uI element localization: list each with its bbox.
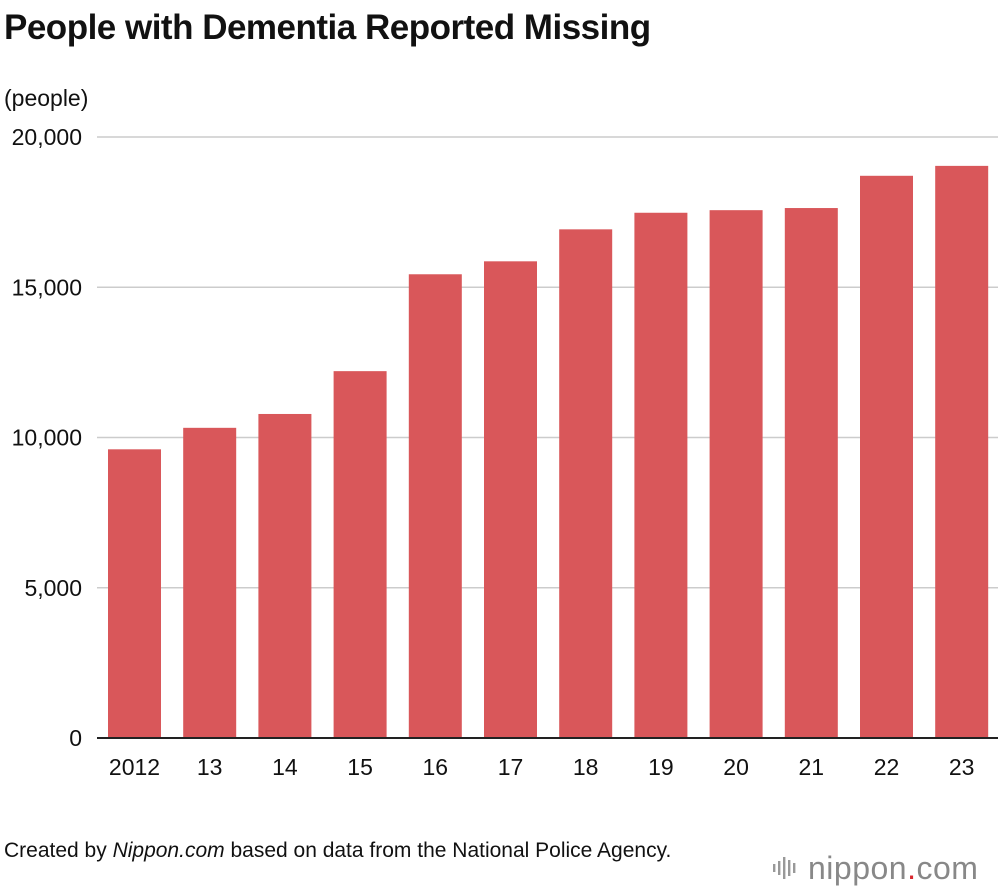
- y-tick-label: 5,000: [24, 575, 82, 601]
- x-tick-label: 23: [949, 754, 975, 780]
- source-publisher: Nippon.com: [112, 839, 225, 862]
- x-tick-label: 15: [347, 754, 373, 780]
- x-tick-label: 16: [423, 754, 449, 780]
- x-tick-label: 2012: [109, 754, 160, 780]
- x-tick-label: 22: [874, 754, 900, 780]
- bar-15: [333, 371, 387, 738]
- brand-dot: .: [907, 850, 917, 886]
- y-axis-ticks: 0 5,000 10,000 15,000 20,000: [12, 124, 82, 751]
- brand-wordmark: nippon.com: [808, 850, 978, 886]
- bar-14: [258, 413, 312, 738]
- bar-2012: [108, 449, 161, 738]
- chart-title: People with Dementia Reported Missing: [4, 8, 651, 47]
- source-note: Created by Nippon.com based on data from…: [4, 838, 694, 864]
- source-prefix: Created by: [4, 839, 113, 862]
- x-tick-label: 21: [799, 754, 825, 780]
- bar-16: [408, 274, 462, 738]
- x-tick-label: 19: [648, 754, 674, 780]
- brand-name: nippon: [808, 850, 908, 886]
- y-tick-label: 15,000: [12, 274, 82, 300]
- bar-18: [559, 229, 613, 739]
- y-axis-unit-label: (people): [4, 85, 88, 111]
- x-tick-label: 17: [498, 754, 524, 780]
- bar-13: [183, 427, 237, 738]
- y-tick-label: 10,000: [12, 425, 82, 451]
- bar-chart: (people) 0 5,000 10,000 15,000 20,000 2012 13…: [4, 85, 998, 780]
- x-tick-label: 18: [573, 754, 599, 780]
- x-tick-label: 13: [197, 754, 223, 780]
- y-tick-label: 0: [69, 725, 82, 751]
- bar-17: [484, 261, 537, 738]
- bar-20: [709, 210, 763, 738]
- gridlines: [97, 136, 998, 589]
- bar-22: [860, 175, 913, 738]
- bar-23: [935, 165, 989, 738]
- y-tick-label: 20,000: [12, 124, 82, 150]
- sound-bars-icon: [773, 857, 796, 879]
- source-suffix: based on data from the National Police A…: [224, 839, 672, 862]
- bar-19: [634, 212, 688, 738]
- bar-21: [784, 208, 838, 738]
- x-axis-ticks: 2012 13 14 15 16 17 18 19 20 21 22 23: [109, 754, 975, 780]
- nippon-com-logo: nippon.com: [772, 848, 978, 888]
- bars: [108, 165, 989, 739]
- x-tick-label: 20: [723, 754, 749, 780]
- brand-suffix: com: [916, 850, 979, 886]
- x-tick-label: 14: [272, 754, 298, 780]
